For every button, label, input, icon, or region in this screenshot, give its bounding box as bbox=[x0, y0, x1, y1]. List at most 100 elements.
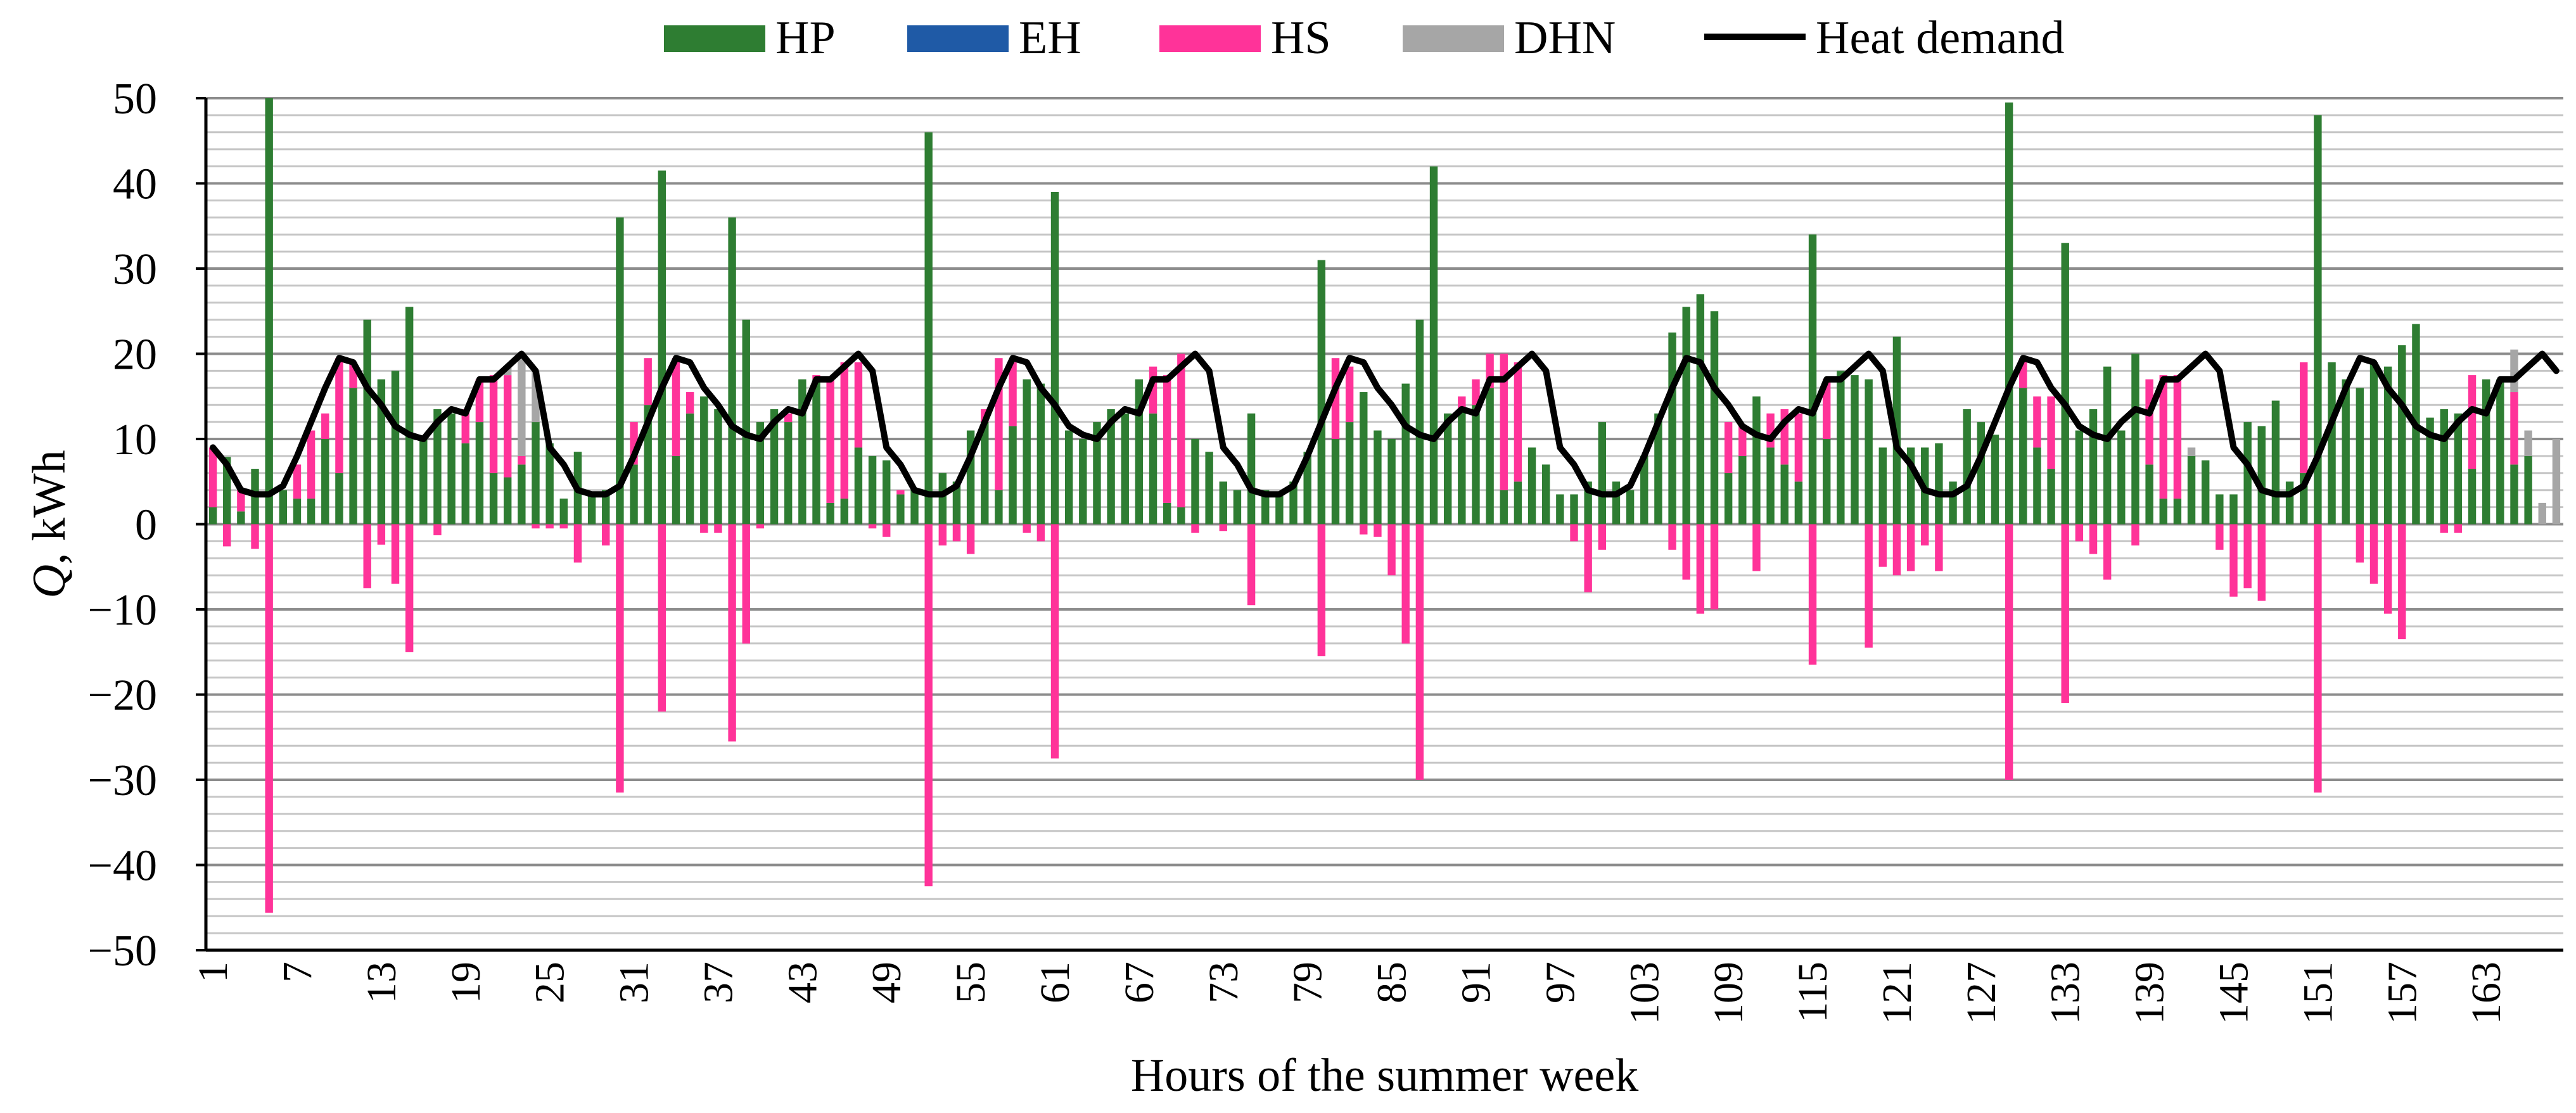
bar-hp bbox=[2243, 422, 2252, 525]
bar-hs-negative bbox=[1036, 524, 1045, 542]
bar-hp bbox=[349, 388, 357, 525]
bar-hs-negative bbox=[742, 524, 750, 644]
bar-hs-negative bbox=[1247, 524, 1256, 606]
bar-hp bbox=[2019, 388, 2027, 525]
y-axis-label-unit: , kWh bbox=[23, 450, 75, 564]
bar-hp bbox=[1486, 388, 1494, 525]
bar-hp bbox=[2202, 460, 2210, 525]
bar-hp bbox=[1289, 481, 1298, 525]
bar-hp bbox=[1949, 481, 1957, 525]
bar-hp bbox=[896, 494, 905, 525]
bar-hp bbox=[433, 409, 442, 525]
bar-hs-negative bbox=[2216, 524, 2224, 550]
bar-hp bbox=[2271, 400, 2280, 525]
bar-hs-negative bbox=[545, 524, 554, 529]
bar-hs bbox=[826, 379, 834, 503]
bar-hp bbox=[1766, 447, 1775, 525]
bar-hp bbox=[447, 413, 456, 525]
legend-label: EH bbox=[1019, 12, 1081, 64]
bar-hp bbox=[1794, 481, 1803, 525]
bar-hp bbox=[1570, 494, 1578, 525]
x-tick-label: 55 bbox=[948, 962, 994, 1003]
bar-hs-negative bbox=[1865, 524, 1873, 648]
bar-hp bbox=[518, 464, 526, 525]
bar-hp bbox=[1668, 332, 1676, 525]
bar-hs bbox=[672, 358, 680, 456]
bar-hp bbox=[1514, 481, 1522, 525]
legend-swatch-hp bbox=[664, 25, 765, 52]
legend-label: Heat demand bbox=[1816, 12, 2064, 64]
bar-hs-negative bbox=[405, 524, 414, 652]
bar-hs-negative bbox=[1906, 524, 1915, 571]
bar-hs-negative bbox=[1752, 524, 1761, 571]
bar-hp bbox=[265, 98, 273, 525]
bar-hp bbox=[1935, 443, 1943, 525]
bar-hs bbox=[1009, 362, 1017, 426]
x-tick-label: 49 bbox=[864, 962, 910, 1003]
x-tick-label: 19 bbox=[443, 962, 489, 1003]
bar-hp bbox=[391, 371, 400, 525]
axes bbox=[196, 97, 2563, 952]
bar-hp bbox=[1360, 392, 1368, 525]
bar-hs bbox=[644, 358, 652, 405]
bar-hs bbox=[518, 455, 526, 465]
bar-hp bbox=[1303, 452, 1311, 525]
bar-hp bbox=[1387, 439, 1396, 525]
bar-hs bbox=[307, 430, 316, 499]
bar-hs bbox=[1500, 353, 1508, 490]
y-tick-label: 30 bbox=[113, 245, 157, 294]
bar-hp bbox=[1374, 430, 1382, 525]
bar-hp bbox=[2496, 379, 2504, 525]
bar-hp bbox=[1009, 426, 1017, 525]
bar-hp bbox=[868, 455, 877, 525]
bar-hs-negative bbox=[2243, 524, 2252, 588]
bar-hp bbox=[728, 217, 736, 525]
legend-label: HP bbox=[775, 12, 836, 64]
bar-hs-negative bbox=[1050, 524, 1059, 759]
bar-hp bbox=[630, 464, 638, 525]
bar-hp bbox=[1640, 455, 1648, 525]
bar-hs-negative bbox=[728, 524, 736, 742]
heat-demand-line bbox=[210, 350, 2560, 498]
bar-hs-negative bbox=[2103, 524, 2112, 580]
bar-hp bbox=[2524, 455, 2532, 525]
x-tick-label: 115 bbox=[1790, 962, 1836, 1023]
bar-hp bbox=[685, 413, 694, 525]
x-tick-label: 163 bbox=[2463, 962, 2509, 1024]
bar-hs bbox=[1794, 413, 1803, 482]
bar-hs-negative bbox=[868, 524, 877, 529]
x-tick-label: 97 bbox=[1537, 962, 1583, 1003]
y-tick-label: −30 bbox=[88, 756, 157, 805]
x-tick-label: 127 bbox=[1958, 962, 2005, 1024]
bar-hs-negative bbox=[1317, 524, 1326, 656]
bar-hp bbox=[1682, 307, 1690, 525]
bar-hp bbox=[335, 473, 343, 525]
bar-hs-negative bbox=[2005, 524, 2013, 780]
x-tick-label: 79 bbox=[1285, 962, 1331, 1003]
bar-hp bbox=[1233, 490, 1242, 525]
bar-hp bbox=[784, 422, 793, 525]
bar-hs bbox=[1822, 379, 1831, 439]
bar-hp bbox=[1963, 409, 1971, 525]
bar-hp bbox=[1345, 422, 1354, 525]
bar-hs-negative bbox=[2314, 524, 2322, 793]
bar-hp bbox=[363, 319, 371, 525]
bar-hs bbox=[2159, 375, 2167, 499]
bar-hp bbox=[1079, 439, 1087, 525]
heat-demand-line-group bbox=[210, 350, 2560, 498]
bar-hp bbox=[1261, 490, 1270, 525]
bar-hp bbox=[602, 490, 610, 525]
bar-dhn bbox=[2510, 349, 2518, 393]
bar-hs bbox=[1458, 396, 1466, 409]
legend-label: DHN bbox=[1514, 12, 1616, 64]
bar-hp bbox=[2454, 413, 2463, 525]
bar-hp bbox=[2047, 469, 2055, 525]
legend-swatch-hs bbox=[1159, 25, 1261, 52]
bar-hp bbox=[616, 217, 624, 525]
bar-hp bbox=[714, 409, 722, 525]
bar-hp bbox=[1808, 234, 1817, 525]
bar-hp bbox=[1107, 409, 1115, 525]
bar-hp bbox=[1219, 481, 1227, 525]
bar-hs-negative bbox=[1682, 524, 1690, 580]
